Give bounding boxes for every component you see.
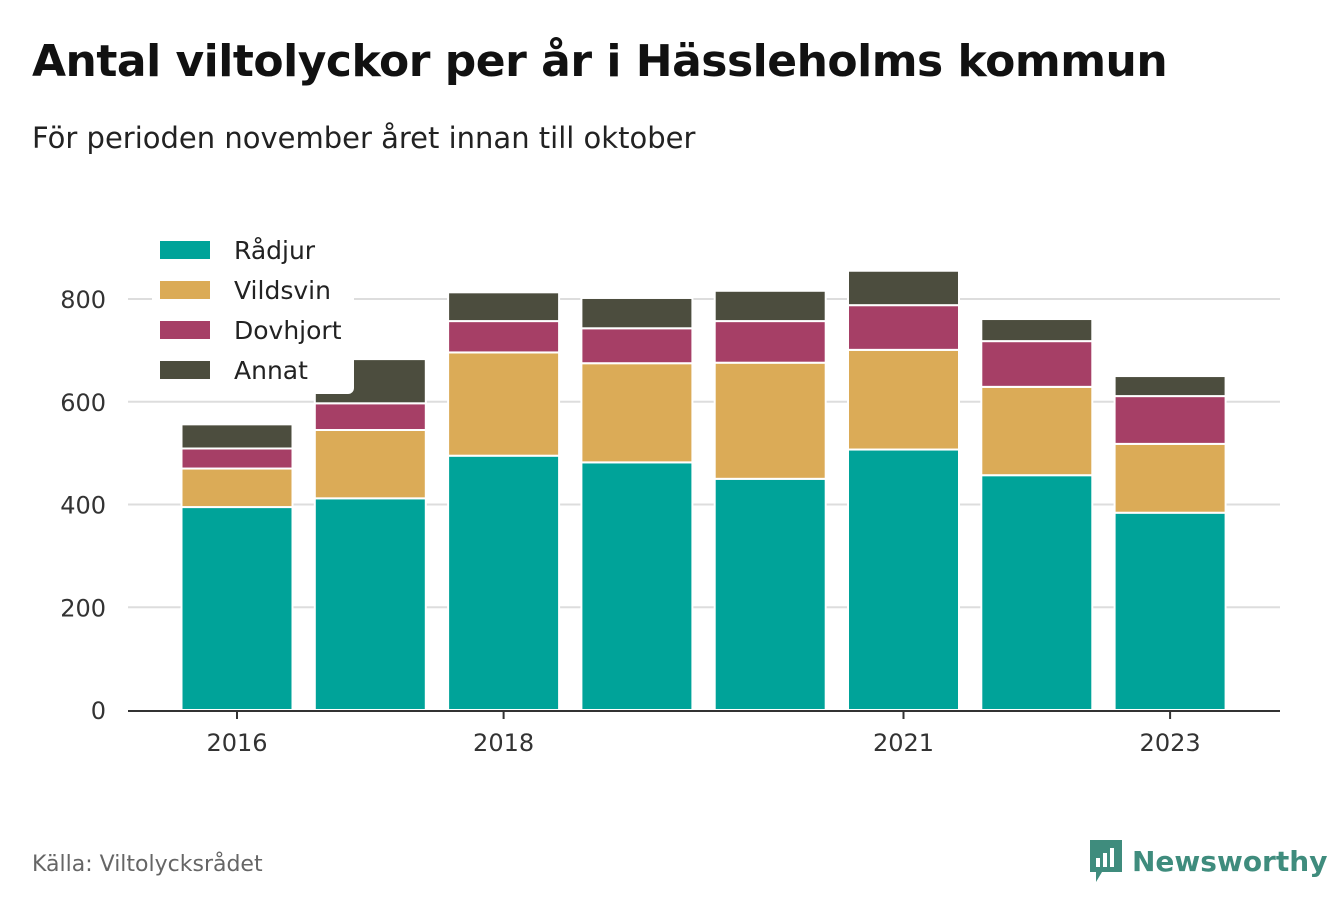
bars	[180, 269, 1227, 711]
bar-segment-rådjur-2016	[180, 506, 294, 711]
brand-name: Newsworthy	[1132, 844, 1328, 878]
bar-segment-dovhjort-2017	[313, 402, 427, 432]
legend-swatch	[160, 241, 210, 259]
y-tick-label: 0	[91, 697, 106, 725]
newsworthy-logo-icon	[1090, 840, 1122, 882]
x-tick-label: 2021	[873, 729, 934, 757]
bar-segment-annat-2022	[980, 318, 1094, 343]
legend-label: Vildsvin	[234, 275, 331, 305]
chart-subtitle: För perioden november året innan till ok…	[32, 121, 696, 155]
bar-segment-dovhjort-2023	[1113, 395, 1227, 445]
bar-segment-vildsvin-2020	[713, 361, 827, 480]
bar-segment-rådjur-2021	[847, 448, 960, 711]
bar-segment-rådjur-2018	[447, 454, 561, 711]
chart-title: Antal viltolyckor per år i Hässleholms k…	[32, 36, 1168, 87]
bar-segment-vildsvin-2019	[580, 362, 694, 464]
bar-segment-dovhjort-2016	[180, 447, 294, 470]
bar-segment-annat-2021	[847, 269, 960, 307]
bar-segment-dovhjort-2018	[447, 320, 561, 354]
bar-segment-vildsvin-2021	[847, 348, 960, 451]
brand-logo: Newsworthy	[1088, 838, 1327, 884]
y-tick-label: 400	[60, 492, 106, 520]
bar-segment-dovhjort-2022	[980, 340, 1094, 388]
bar-segment-rådjur-2023	[1113, 511, 1227, 711]
bar-segment-vildsvin-2023	[1113, 442, 1227, 514]
bar-segment-vildsvin-2018	[447, 351, 561, 457]
y-axis: 0 200 400 600 800	[60, 286, 106, 725]
x-tick-label: 2023	[1140, 729, 1201, 757]
bar-segment-rådjur-2017	[313, 497, 427, 711]
legend: Rådjur Vildsvin Dovhjort Annat	[152, 226, 354, 394]
legend-label: Dovhjort	[234, 315, 342, 345]
legend-item-dovhjort: Dovhjort	[160, 310, 342, 350]
bar-segment-dovhjort-2020	[713, 320, 827, 364]
stacked-bar-chart: 0 200 400 600 800 2016 2018 2021 2023	[60, 269, 1280, 757]
bar-segment-rådjur-2020	[713, 477, 827, 711]
y-tick-label: 600	[60, 389, 106, 417]
x-tick-label: 2018	[473, 729, 534, 757]
bar-segment-rådjur-2022	[980, 474, 1094, 711]
source-note: Källa: Viltolycksrådet	[32, 852, 263, 877]
bar-segment-dovhjort-2019	[580, 327, 694, 365]
bar-segment-annat-2023	[1113, 375, 1227, 398]
legend-item-vildsvin: Vildsvin	[160, 270, 342, 310]
legend-item-annat: Annat	[160, 350, 342, 390]
x-axis: 2016 2018 2021 2023	[128, 710, 1280, 757]
bar-segment-vildsvin-2017	[313, 429, 427, 500]
legend-label: Rådjur	[234, 235, 316, 265]
bar-segment-annat-2019	[580, 296, 694, 330]
legend-item-rådjur: Rådjur	[160, 230, 342, 270]
legend-label: Annat	[234, 355, 308, 385]
legend-swatch	[160, 321, 210, 339]
x-tick-label: 2016	[206, 729, 267, 757]
bar-segment-rådjur-2019	[580, 461, 694, 711]
bar-segment-vildsvin-2016	[180, 467, 294, 509]
bar-segment-annat-2020	[713, 289, 827, 323]
bar-segment-annat-2016	[180, 423, 294, 450]
legend-swatch	[160, 361, 210, 379]
bar-segment-dovhjort-2021	[847, 304, 960, 351]
y-tick-label: 200	[60, 594, 106, 622]
legend-swatch	[160, 281, 210, 299]
y-tick-label: 800	[60, 286, 106, 314]
bar-segment-vildsvin-2022	[980, 385, 1094, 477]
bar-segment-annat-2018	[447, 291, 561, 323]
